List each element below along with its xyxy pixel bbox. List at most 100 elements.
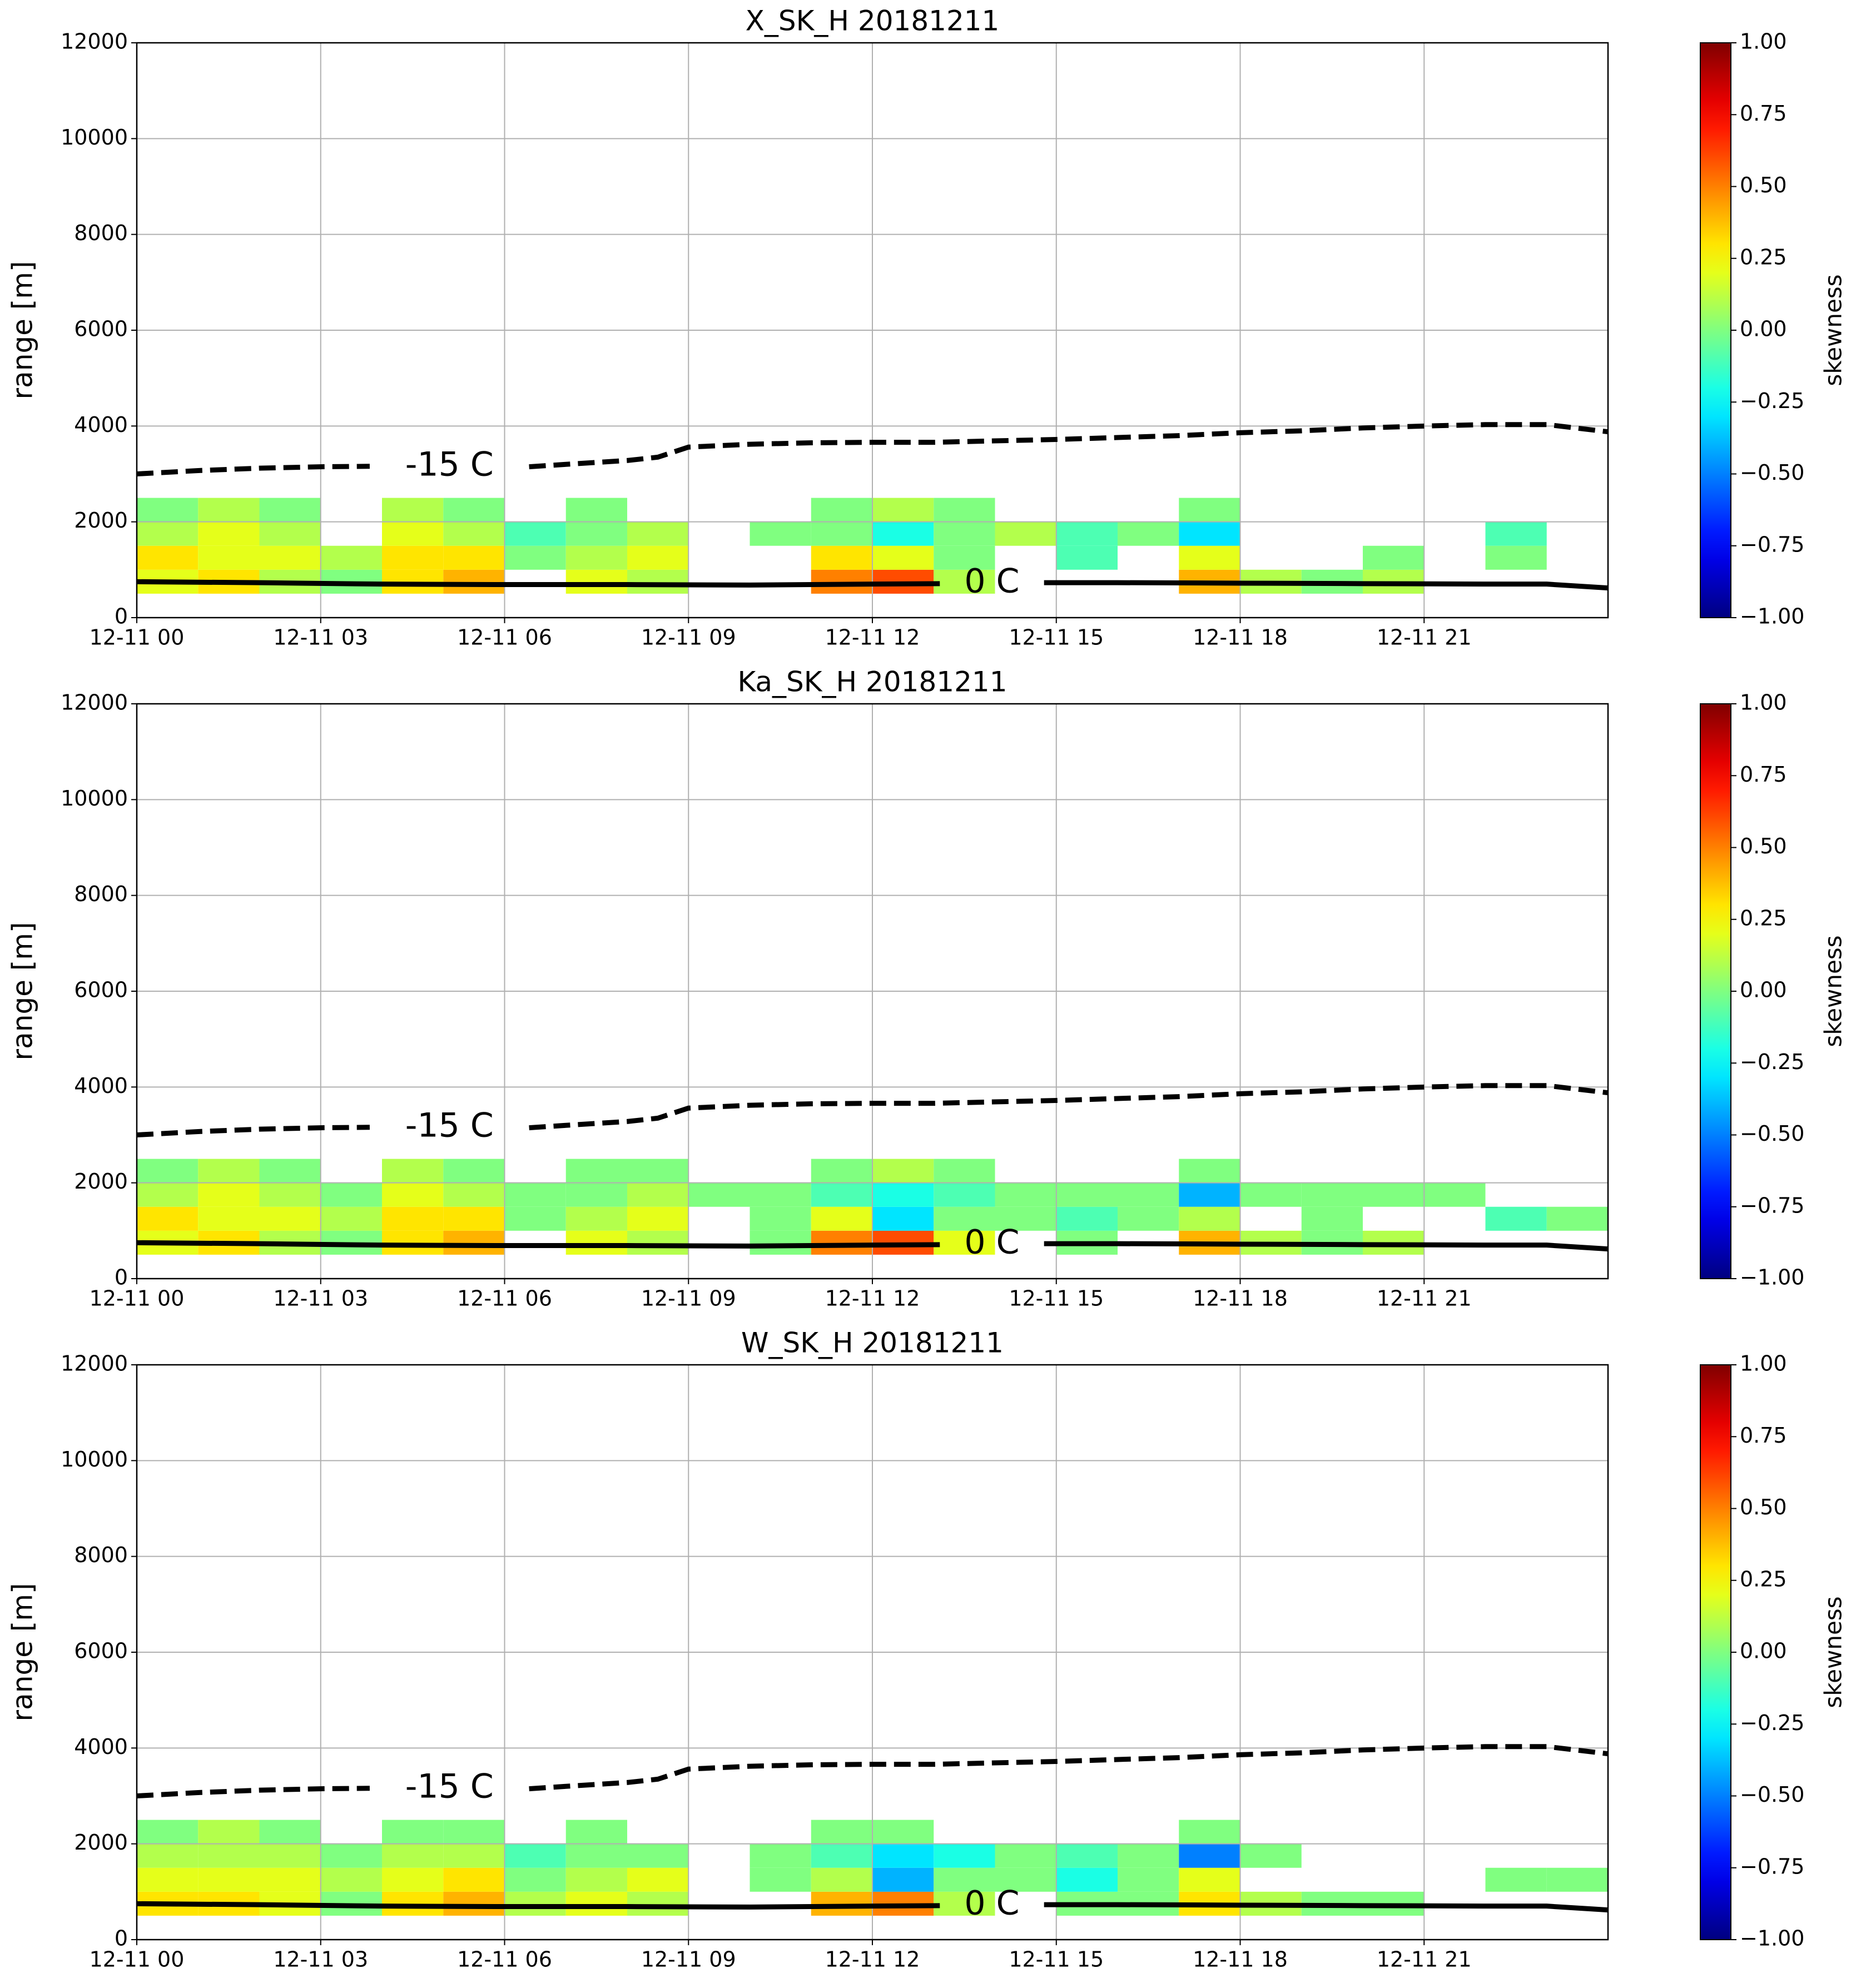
x-tick-label: 12-11 18 bbox=[1193, 1947, 1288, 1972]
heatmap-cell bbox=[1363, 1182, 1425, 1207]
heatmap-cell bbox=[137, 1182, 198, 1207]
y-tick-label: 8000 bbox=[74, 1543, 128, 1567]
isotherm-line bbox=[136, 1083, 1609, 1137]
x-tick-label: 12-11 06 bbox=[457, 1947, 552, 1972]
colorbar-tick-label: −0.50 bbox=[1740, 460, 1804, 485]
colorbar-tick-label: −0.75 bbox=[1740, 1193, 1804, 1217]
heatmap-cell bbox=[259, 1182, 321, 1207]
heatmap-cell bbox=[1424, 1182, 1486, 1207]
chart-title: Ka_SK_H 20181211 bbox=[737, 666, 1007, 698]
heatmap-cell bbox=[198, 1843, 260, 1868]
heatmap-cell bbox=[137, 1206, 198, 1231]
heatmap-cell bbox=[504, 521, 566, 546]
heatmap-cell bbox=[443, 1867, 505, 1892]
heatmap-cell bbox=[565, 1891, 627, 1916]
heatmap-cell bbox=[259, 1843, 321, 1868]
colorbar-label: skewness bbox=[1820, 274, 1847, 386]
isotherm-line bbox=[136, 1744, 1609, 1798]
y-tick-label: 0 bbox=[115, 1265, 128, 1290]
heatmap-cell bbox=[1056, 1206, 1118, 1231]
y-tick-label: 0 bbox=[115, 604, 128, 629]
panel: 12-11 00 12-11 03 12-11 06 12-11 09 12-11 12… bbox=[7, 666, 1847, 1311]
x-tick-label: 12-11 21 bbox=[1377, 625, 1472, 650]
axes-frame bbox=[136, 1364, 1609, 1941]
heatmap-cell bbox=[627, 1182, 689, 1207]
heatmap-cell bbox=[1301, 1206, 1363, 1231]
heatmap-cell bbox=[995, 1867, 1056, 1892]
heatmap-cell bbox=[259, 1867, 321, 1892]
heatmap-cell bbox=[750, 1230, 811, 1255]
y-tick-label: 6000 bbox=[74, 978, 128, 1002]
heatmap-cell bbox=[1056, 545, 1118, 570]
x-tick-label: 12-11 03 bbox=[273, 625, 368, 650]
x-tick-label: 12-11 15 bbox=[1009, 1286, 1104, 1311]
heatmap-cell bbox=[198, 1867, 260, 1892]
heatmap-cell bbox=[443, 1182, 505, 1207]
y-tick-label: 12000 bbox=[61, 29, 128, 54]
x-tick-label: 12-11 21 bbox=[1377, 1286, 1472, 1311]
heatmap-cell bbox=[811, 1159, 872, 1183]
x-tick-label: 12-11 06 bbox=[457, 625, 552, 650]
x-tick-label: 12-11 09 bbox=[641, 1947, 736, 1972]
heatmap-cell bbox=[1546, 1206, 1608, 1231]
x-tick-label: 12-11 18 bbox=[1193, 1286, 1288, 1311]
heatmap-cell bbox=[1179, 498, 1240, 522]
x-tick-label: 12-11 15 bbox=[1009, 625, 1104, 650]
heatmap-cell bbox=[382, 1843, 444, 1868]
heatmap-cell bbox=[934, 1206, 995, 1231]
isotherm-line bbox=[136, 1240, 1609, 1252]
colorbar-label: skewness bbox=[1820, 935, 1847, 1047]
heatmap-cell bbox=[995, 1182, 1056, 1207]
heatmap-cell bbox=[1240, 1843, 1302, 1868]
colorbar-tick-label: 0.75 bbox=[1740, 762, 1787, 787]
heatmap-cell bbox=[443, 521, 505, 546]
isotherm-line bbox=[136, 422, 1609, 476]
colorbar-tick-label: 0.00 bbox=[1740, 317, 1787, 341]
x-tick-label: 12-11 06 bbox=[457, 1286, 552, 1311]
heatmap-cell bbox=[1546, 1867, 1608, 1892]
heatmap-cell bbox=[1179, 545, 1240, 570]
heatmap-cell bbox=[1363, 545, 1425, 570]
isotherm-label: 0 C bbox=[964, 1884, 1019, 1923]
heatmap-cell bbox=[811, 521, 872, 546]
heatmap-cell bbox=[565, 1182, 627, 1207]
heatmap-cell bbox=[627, 569, 689, 594]
colorbar-tick-label: 0.50 bbox=[1740, 1495, 1787, 1519]
heatmap-cell bbox=[627, 1867, 689, 1892]
heatmap-cell bbox=[627, 1843, 689, 1868]
heatmap-cell bbox=[259, 545, 321, 570]
heatmap-cell bbox=[627, 521, 689, 546]
heatmap-cell bbox=[198, 545, 260, 570]
heatmap-cell bbox=[811, 1843, 872, 1868]
heatmap-cell bbox=[811, 545, 872, 570]
heatmap-cell bbox=[934, 1230, 995, 1255]
y-axis-label: range [m] bbox=[7, 1583, 39, 1722]
heatmap-cell bbox=[504, 1891, 566, 1916]
colorbar-tick-label: −1.00 bbox=[1740, 1926, 1804, 1951]
heatmap-cell bbox=[811, 498, 872, 522]
heatmap-cell bbox=[137, 521, 198, 546]
heatmap-cell bbox=[443, 1820, 505, 1844]
heatmap-cell bbox=[137, 1159, 198, 1183]
heatmap-cell bbox=[443, 1891, 505, 1916]
heatmap-cell bbox=[872, 1182, 934, 1207]
colorbar-tick-label: 0.50 bbox=[1740, 173, 1787, 197]
heatmap-cell bbox=[811, 1867, 872, 1892]
colorbar bbox=[1700, 1364, 1731, 1940]
heatmap-cell bbox=[627, 1891, 689, 1916]
colorbar-tick-label: 1.00 bbox=[1740, 1351, 1787, 1376]
heatmap-cell bbox=[259, 521, 321, 546]
heatmap-cell bbox=[320, 1867, 382, 1892]
heatmap-cell bbox=[382, 1867, 444, 1892]
heatmap-cell bbox=[565, 1843, 627, 1868]
colorbar-label: skewness bbox=[1820, 1596, 1847, 1708]
heatmap-cell bbox=[750, 1182, 811, 1207]
heatmap-cell bbox=[443, 569, 505, 594]
heatmap-cell bbox=[198, 1206, 260, 1231]
isotherm-label: 0 C bbox=[964, 1223, 1019, 1262]
heatmap-cell bbox=[627, 1230, 689, 1255]
heatmap-cell bbox=[1240, 1182, 1302, 1207]
chart-title: X_SK_H 20181211 bbox=[746, 5, 1000, 37]
heatmap-cell bbox=[443, 545, 505, 570]
heatmap-cell bbox=[1179, 1843, 1240, 1868]
